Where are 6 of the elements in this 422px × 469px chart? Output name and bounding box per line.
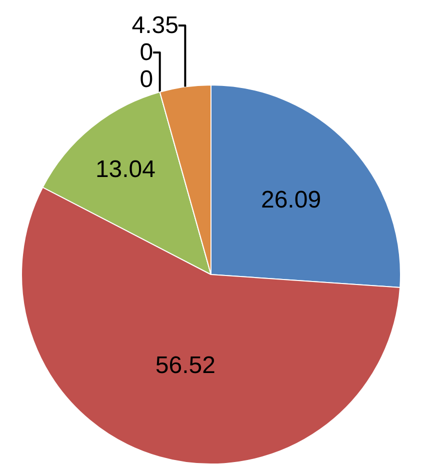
data-label: 26.09 xyxy=(260,186,322,214)
data-label: 13.04 xyxy=(95,156,156,183)
data-label: 56.52 xyxy=(155,352,216,380)
text: 0 xyxy=(140,66,154,94)
data-label: 4.35 xyxy=(132,12,178,40)
text: 0 xyxy=(140,39,154,66)
